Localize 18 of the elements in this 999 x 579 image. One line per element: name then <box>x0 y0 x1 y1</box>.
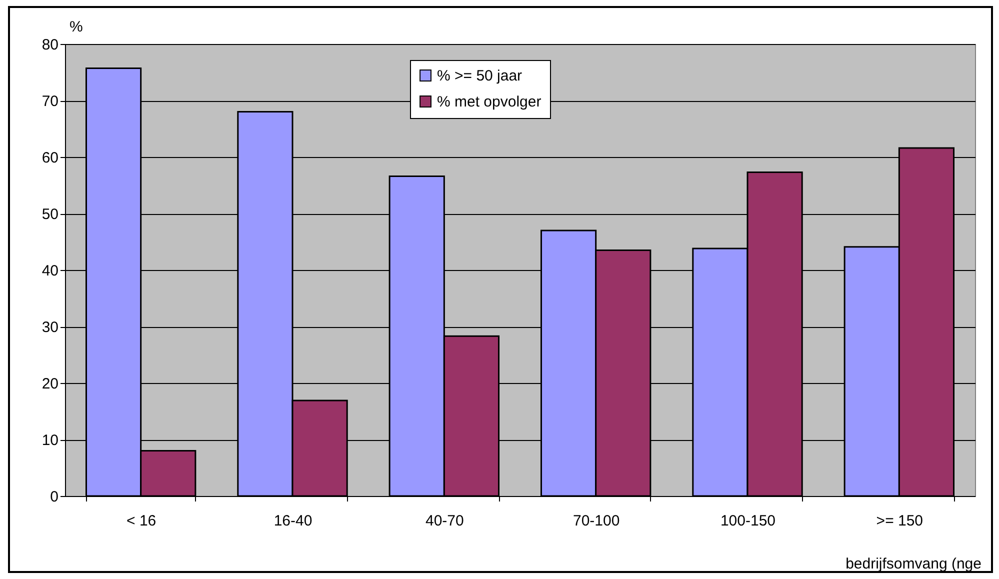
x-tick-label: 100-150 <box>720 512 776 530</box>
y-tick-label: 30 <box>42 319 58 336</box>
y-axis-title: % <box>70 18 83 36</box>
y-tick-label: 0 <box>50 488 58 506</box>
x-tick-label: 70-100 <box>572 512 620 530</box>
y-tick-label: 10 <box>42 432 58 449</box>
x-tick-label: 16-40 <box>274 512 312 530</box>
y-tick-label: 80 <box>42 36 58 54</box>
y-tick-label: 20 <box>42 376 58 392</box>
y-tick-label: 40 <box>42 262 58 280</box>
y-tick-label: 60 <box>42 150 58 166</box>
legend-label: % >= 50 jaar <box>437 68 522 84</box>
y-tick-label: 70 <box>42 93 58 110</box>
y-tick-label: 50 <box>42 206 58 223</box>
x-tick-label: >= 150 <box>876 512 924 530</box>
x-tick-label: 40-70 <box>425 512 464 530</box>
legend-label: % met opvolger <box>437 94 542 110</box>
x-tick-label: < 16 <box>126 512 156 530</box>
